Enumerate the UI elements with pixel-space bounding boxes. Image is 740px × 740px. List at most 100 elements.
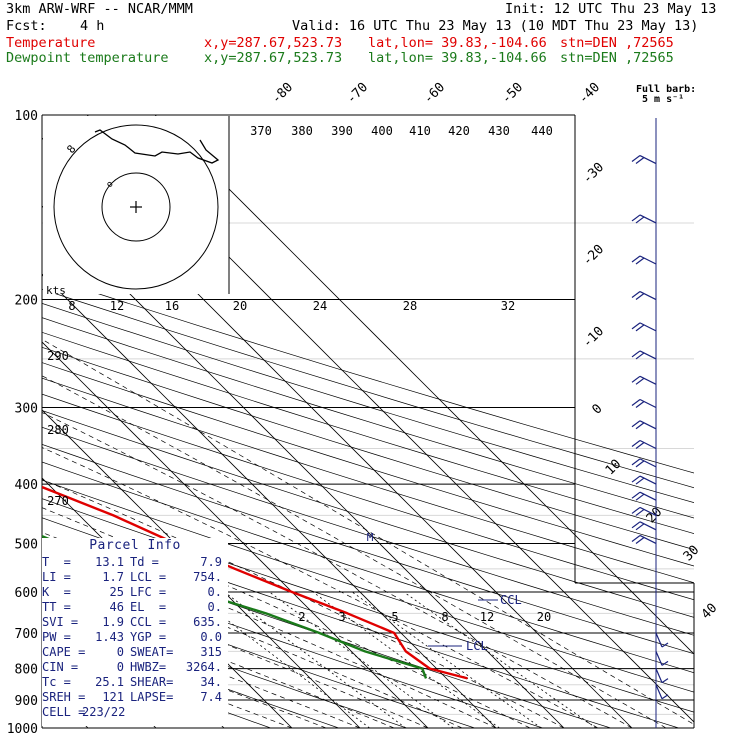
wind-barb-shaft: [639, 420, 657, 430]
wind-barb-shaft: [639, 475, 657, 485]
parcel-key: [137, 705, 187, 720]
wind-barb-shaft: [639, 155, 657, 165]
parcel-key: SWEAT=: [130, 645, 174, 659]
pressure-tick-label: 400: [15, 478, 38, 493]
dry-adiabat: [42, 599, 407, 728]
wind-barb-flag: [631, 291, 641, 299]
wind-barb: [655, 632, 669, 648]
wind-barb-flag: [661, 694, 669, 700]
parcel-key: SHEAR=: [130, 675, 174, 689]
hodograph-ring-label: o: [105, 179, 116, 190]
parcel-key: SVI =: [42, 615, 79, 629]
parcel-key: CAPE =: [42, 645, 86, 659]
parcel-info-title: Parcel Info: [89, 538, 181, 553]
mixing-ratio-label: 3: [338, 610, 345, 624]
temperature-latlon: lat,lon= 39.83,-104.66: [368, 35, 547, 51]
sounding-traces: [42, 485, 468, 680]
parcel-value: 46: [109, 600, 124, 614]
parcel-info-row: TT = 46 EL = 0.: [42, 600, 228, 615]
parcel-key: YGP =: [130, 630, 167, 644]
wind-barb-shaft: [639, 290, 657, 301]
wind-barb-flag: [631, 398, 641, 406]
isotherm-label: 10: [603, 457, 625, 479]
wind-barb-flag: [635, 493, 645, 501]
wind-barb-flag: [661, 660, 669, 666]
parcel-key: LI =: [42, 570, 71, 584]
wind-barb-shaft: [639, 398, 657, 409]
wind-barb-flag: [635, 536, 645, 544]
hodograph-outer-ring: [53, 124, 219, 290]
speed-scale-label: 24: [313, 299, 327, 313]
init-time: Init: 12 UTC Thu 23 May 13: [505, 1, 717, 17]
speed-scale-label: 8: [68, 299, 75, 313]
dewpoint-series-name: Dewpoint temperature: [6, 50, 169, 66]
parcel-value: 25.1: [95, 675, 124, 689]
wind-barb-flag: [631, 255, 641, 263]
hodograph-units-label: kts: [46, 284, 66, 297]
parcel-value: 3264.: [185, 660, 222, 674]
wind-barb: [631, 491, 657, 501]
wind-barb: [631, 214, 657, 224]
wind-barb-shaft: [639, 255, 657, 265]
wind-barb: [631, 458, 657, 468]
wind-barb-flag: [635, 157, 645, 165]
pressure-tick-label: 600: [15, 586, 38, 601]
forecast-hours: 4 h: [80, 18, 105, 34]
mixing-ratio-line: [190, 591, 370, 728]
parcel-key: CIN =: [42, 660, 79, 674]
wind-barb-flag: [631, 521, 641, 529]
wind-barb-flag: [661, 678, 669, 684]
theta-label: 280: [47, 423, 69, 437]
pressure-tick-label: 1000: [7, 722, 38, 737]
wind-barb-flag: [631, 440, 641, 447]
parcel-value: 121: [102, 690, 124, 704]
pressure-tick-label: 800: [15, 663, 38, 678]
wind-barb: [631, 475, 657, 485]
theta-label: 380: [291, 124, 313, 138]
barb-legend-title: Full barb:: [636, 84, 697, 95]
parcel-key: LCL =: [130, 570, 167, 584]
wind-barb-shaft: [639, 439, 657, 450]
wind-barb-flag: [635, 216, 645, 224]
wind-barb-flag: [661, 642, 669, 648]
speed-scale-label: 28: [403, 299, 417, 313]
mixing-ratio-line: [351, 591, 542, 728]
wind-barb: [631, 322, 657, 332]
isotherm-line: [42, 409, 361, 728]
mixing-ratio-label: 20: [537, 610, 551, 624]
dewpoint-trace: [42, 534, 428, 679]
hodograph-trace: [94, 129, 220, 164]
moist-adiabat: [42, 338, 694, 725]
wind-barb-flag: [635, 400, 645, 408]
wind-barb-shaft: [639, 458, 657, 468]
dry-adiabat: [42, 479, 694, 693]
wind-barb-flag: [635, 460, 645, 468]
wind-barb-flag: [631, 458, 641, 466]
dewpoint-xy: x,y=287.67,523.73: [204, 50, 343, 66]
parcel-key: T =: [42, 555, 71, 569]
parcel-value: 754.: [193, 570, 222, 584]
dewpoint-latlon: lat,lon= 39.83,-104.66: [368, 50, 547, 66]
wind-barb-flag: [635, 293, 645, 301]
isotherm-label: 40: [699, 601, 721, 623]
wind-barb-flag: [635, 377, 645, 385]
parcel-info-row: SVI = 1.9 CCL = 635.: [42, 615, 228, 630]
temperature-trace: [42, 485, 468, 680]
dry-adiabat: [42, 426, 694, 636]
wind-barb: [655, 651, 669, 666]
wind-barb-flag: [631, 475, 641, 483]
parcel-info-row: T = 13.1 Td = 7.9: [42, 555, 228, 570]
dewpoint-station: stn=DEN ,72565: [560, 50, 674, 66]
wind-barb-flag: [635, 442, 645, 449]
wind-barb: [631, 439, 657, 450]
mixing-ratio-label: 2: [298, 610, 305, 624]
speed-scale-label: 12: [110, 299, 124, 313]
temperature-xy: x,y=287.67,523.73: [204, 35, 343, 51]
wind-barb-shaft: [639, 375, 657, 385]
theta-label: 410: [409, 124, 431, 138]
dry-adiabat: [42, 461, 694, 674]
mixing-ratio-line: [403, 591, 597, 728]
parcel-value: 1.9: [102, 615, 124, 629]
isotherm-label: -40: [576, 80, 603, 107]
